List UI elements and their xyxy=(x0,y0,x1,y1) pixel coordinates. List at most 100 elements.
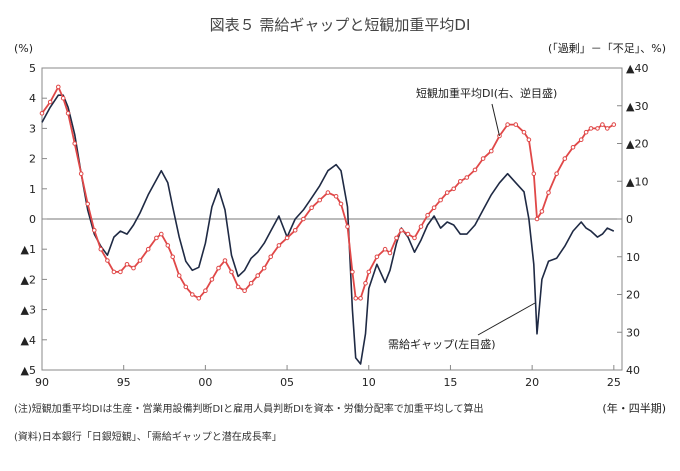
left-tick-label: 1 xyxy=(29,183,36,196)
source-text: (資料)日本銀行「日銀短観」、「需給ギャップと潜在成長率」 xyxy=(14,430,282,443)
tankan-di-point xyxy=(235,284,241,290)
tankan-di-point xyxy=(374,254,380,260)
left-tick-label: ▲5 xyxy=(21,364,36,377)
tankan-di-point xyxy=(216,265,221,271)
tankan-di-point xyxy=(531,171,537,176)
tankan-di-point xyxy=(451,186,457,192)
tankan-di-point xyxy=(570,145,576,150)
tankan-di-point xyxy=(539,209,545,214)
chart-title: 図表５ 需給ギャップと短観加重平均DI xyxy=(210,16,471,34)
x-tick-label: 25 xyxy=(607,376,621,389)
left-tick-label: 5 xyxy=(29,62,36,75)
tankan-di-point xyxy=(464,175,470,180)
tankan-di-point xyxy=(583,129,589,135)
tankan-di-point xyxy=(489,148,494,154)
tankan-di-point xyxy=(118,269,123,275)
tankan-di-point xyxy=(229,269,234,275)
tankan-di-point xyxy=(418,224,424,229)
left-tick-label: 2 xyxy=(29,153,36,166)
tankan-di-point xyxy=(611,122,617,127)
right-tick-label: 10 xyxy=(626,251,640,264)
tankan-di-point xyxy=(505,122,510,127)
tankan-di-point xyxy=(124,262,130,267)
tankan-di-point xyxy=(92,228,97,233)
tankan-di-point xyxy=(480,156,486,161)
x-tick-label: 90 xyxy=(35,376,49,389)
tankan-di-point xyxy=(170,254,175,260)
left-tick-label: ▲3 xyxy=(21,304,36,317)
tankan-di-point xyxy=(562,156,568,161)
x-axis-unit: (年・四半期) xyxy=(602,401,666,415)
tankan-di-point xyxy=(276,243,282,248)
tankan-di-point xyxy=(222,258,228,263)
tankan-di-point xyxy=(534,216,540,222)
tankan-di-point xyxy=(526,137,532,142)
tankan-di-point xyxy=(382,246,388,252)
tankan-di-point xyxy=(145,246,151,252)
tankan-di-point xyxy=(554,171,559,176)
tankan-di-point xyxy=(605,126,610,131)
x-tick-label: 00 xyxy=(198,376,212,389)
tankan-di-point xyxy=(176,273,182,278)
tankan-di-point xyxy=(578,137,584,142)
tankan-di-point xyxy=(242,288,247,294)
tankan-di-point xyxy=(196,296,202,301)
tankan-di-point xyxy=(425,212,430,218)
tankan-di-point xyxy=(600,122,605,127)
tankan-di-point xyxy=(78,171,84,176)
tankan-di-point xyxy=(444,190,450,195)
tankan-di-point xyxy=(105,258,110,263)
left-axis-label: (%) xyxy=(14,42,33,55)
tankan-di-point xyxy=(438,197,443,203)
x-tick-label: 05 xyxy=(280,376,294,389)
tankan-di-point xyxy=(431,205,437,210)
tankan-di-point xyxy=(261,265,267,271)
tankan-di-point xyxy=(65,111,71,116)
tankan-di-point xyxy=(338,201,344,207)
x-tick-label: 15 xyxy=(443,376,457,389)
tankan-di-point xyxy=(521,129,527,135)
tankan-di-point xyxy=(317,197,323,203)
tankan-di-point xyxy=(137,258,143,263)
tankan-di-point xyxy=(363,280,368,286)
right-tick-label: ▲10 xyxy=(626,175,648,188)
tankan-di-point xyxy=(165,243,171,248)
tankan-di-point xyxy=(405,231,411,237)
left-tick-label: 0 xyxy=(29,213,36,226)
right-tick-label: ▲20 xyxy=(626,138,648,151)
tankan-di-point xyxy=(190,292,195,297)
tankan-di-point xyxy=(154,235,159,241)
right-tick-label: 30 xyxy=(626,326,640,339)
x-tick-label: 20 xyxy=(525,376,539,389)
di-annotation: 短観加重平均DI(右、逆目盛) xyxy=(416,86,557,100)
tankan-di-point xyxy=(301,216,306,222)
tankan-di-point xyxy=(412,235,417,241)
tankan-di-point xyxy=(248,280,254,286)
right-tick-label: 20 xyxy=(626,289,640,302)
tankan-di-point xyxy=(292,228,298,233)
tankan-di-point xyxy=(353,296,359,301)
right-tick-label: ▲40 xyxy=(626,62,648,75)
tankan-di-point xyxy=(47,99,53,105)
tankan-di-point xyxy=(309,205,314,210)
tankan-di-line xyxy=(41,86,615,300)
tankan-di-point xyxy=(358,296,363,301)
tankan-di-point xyxy=(72,141,77,146)
tankan-di-point xyxy=(268,254,274,260)
tankan-di-point xyxy=(513,122,519,127)
supply-demand-gap-line xyxy=(41,94,615,365)
left-tick-label: ▲1 xyxy=(21,243,36,256)
tankan-di-point xyxy=(387,250,393,256)
note-text: (注)短観加重平均DIは生産・営業用設備判断DIと雇用人員判断DIを資本・労働分… xyxy=(14,402,483,415)
tankan-di-point xyxy=(111,269,117,275)
tankan-di-point xyxy=(255,273,261,278)
tankan-di-point xyxy=(183,284,189,290)
di-leader-line xyxy=(491,103,500,137)
gap-leader-line xyxy=(477,302,536,336)
tankan-di-point xyxy=(98,246,104,252)
left-tick-label: ▲2 xyxy=(21,273,36,286)
tankan-di-point xyxy=(333,194,339,199)
left-tick-label: ▲4 xyxy=(21,334,36,347)
tankan-di-point xyxy=(209,277,215,282)
